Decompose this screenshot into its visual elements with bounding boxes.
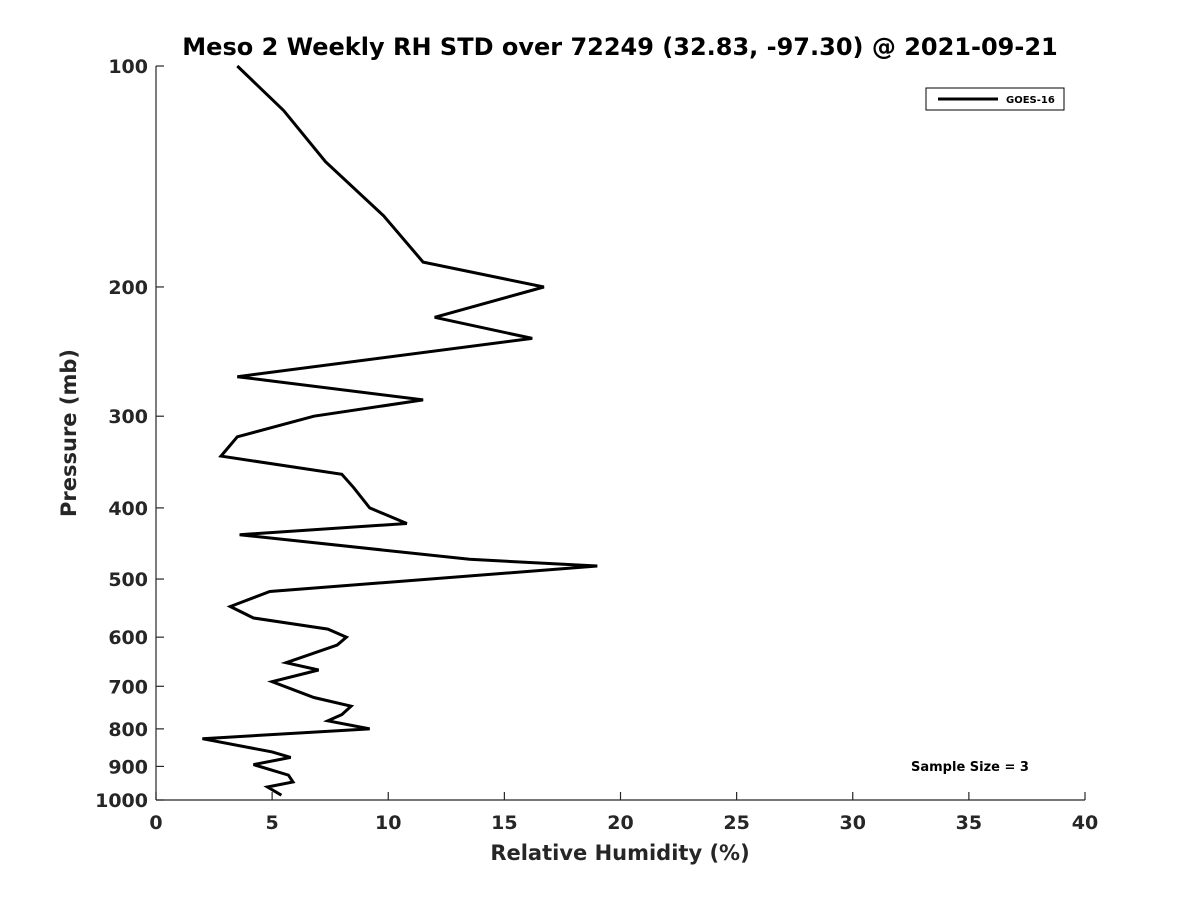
x-tick-label: 25 xyxy=(723,812,749,834)
legend-label-goes-16: GOES-16 xyxy=(1006,95,1055,106)
series-line-goes-16 xyxy=(202,64,598,797)
x-tick-label: 10 xyxy=(375,812,401,834)
series-group xyxy=(202,64,598,797)
y-tick-label: 600 xyxy=(108,627,148,649)
chart-title: Meso 2 Weekly RH STD over 72249 (32.83, … xyxy=(182,33,1057,61)
plot-area: 0 5 10 15 20 25 30 35 40 100 200 300 400 500 600 700 80… xyxy=(95,56,1098,834)
x-tick-label: 30 xyxy=(840,812,866,834)
y-tick-label: 1000 xyxy=(95,790,148,812)
y-tick-label: 200 xyxy=(108,277,148,299)
y-ticks: 100 200 300 400 500 600 700 800 900 1000 xyxy=(95,56,164,812)
y-axis-label: Pressure (mb) xyxy=(57,349,81,517)
x-ticks: 0 5 10 15 20 25 30 35 40 xyxy=(149,792,1098,834)
y-tick-label: 100 xyxy=(108,56,148,78)
x-axis-label: Relative Humidity (%) xyxy=(490,841,749,865)
x-tick-label: 5 xyxy=(266,812,279,834)
x-tick-label: 20 xyxy=(607,812,633,834)
sample-size-annotation: Sample Size = 3 xyxy=(911,760,1029,775)
legend: GOES-16 xyxy=(925,87,1065,111)
y-tick-label: 900 xyxy=(108,756,148,778)
x-tick-label: 15 xyxy=(491,812,517,834)
y-tick-label: 500 xyxy=(108,569,148,591)
y-tick-label: 300 xyxy=(108,406,148,428)
y-tick-label: 700 xyxy=(108,676,148,698)
y-tick-label: 800 xyxy=(108,719,148,741)
y-tick-label: 400 xyxy=(108,498,148,520)
x-tick-label: 35 xyxy=(956,812,982,834)
x-tick-label: 0 xyxy=(149,812,162,834)
x-tick-label: 40 xyxy=(1072,812,1098,834)
